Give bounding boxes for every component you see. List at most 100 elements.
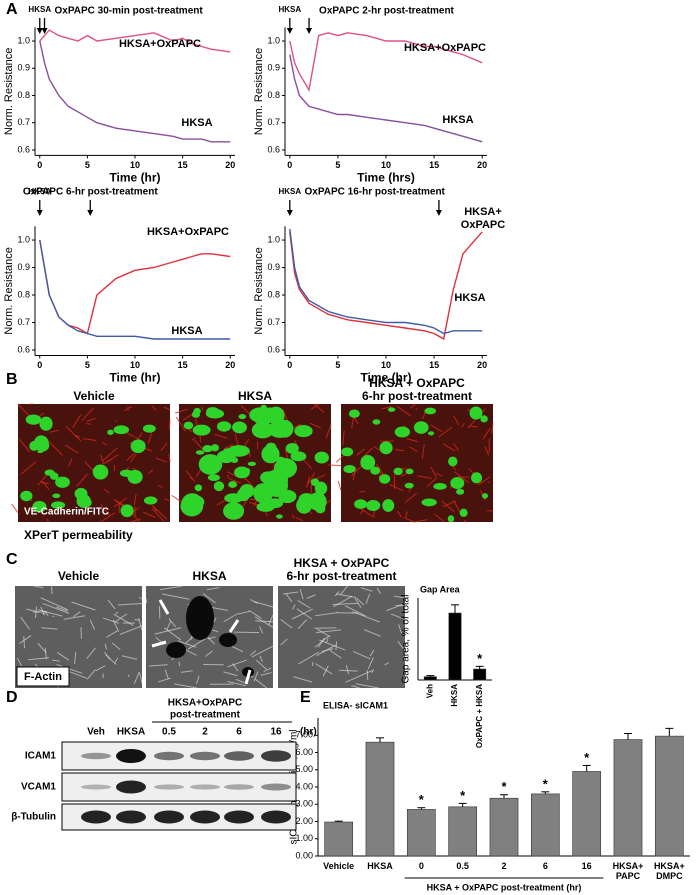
panel-label: C — [6, 551, 18, 568]
texture — [251, 421, 274, 439]
texture — [253, 671, 259, 682]
texture — [100, 454, 104, 465]
row-label: β-Tubulin — [11, 812, 56, 823]
texture — [359, 490, 366, 493]
band — [154, 751, 184, 761]
texture — [478, 476, 491, 486]
arrow-head — [306, 28, 313, 34]
bar — [365, 741, 395, 857]
group-label: HKSA+OxPAPC — [168, 698, 243, 709]
y-tick-label: 1.0 — [17, 234, 30, 244]
texture — [185, 470, 195, 482]
texture — [152, 508, 165, 522]
texture — [119, 625, 143, 635]
texture — [278, 489, 297, 504]
arrow-head — [36, 28, 43, 34]
texture — [105, 630, 118, 638]
texture — [40, 597, 68, 611]
texture — [238, 413, 247, 420]
texture — [130, 453, 137, 463]
y-tick-label: 0.7 — [17, 317, 30, 327]
band — [81, 810, 111, 824]
panel-label: E — [300, 689, 311, 706]
texture — [393, 467, 403, 476]
texture — [404, 492, 418, 504]
texture — [81, 407, 95, 421]
unit-label: (hr) — [300, 727, 317, 738]
texture — [223, 671, 238, 677]
bar — [654, 735, 684, 857]
lane-label: 6 — [236, 727, 242, 738]
band — [154, 784, 184, 790]
y-axis-label: Norm. Resistance — [253, 247, 265, 334]
texture — [101, 441, 108, 446]
y-tick-label: 0.8 — [267, 289, 280, 299]
image-label: Vehicle — [58, 569, 100, 583]
texture — [210, 444, 220, 452]
arrow — [244, 669, 252, 685]
texture — [260, 672, 272, 676]
texture — [86, 669, 96, 680]
texture — [127, 674, 130, 678]
texture — [41, 627, 58, 630]
texture — [450, 477, 465, 490]
texture — [44, 647, 47, 660]
texture — [100, 512, 116, 523]
y-tick-label: 0.8 — [17, 289, 30, 299]
texture — [300, 501, 308, 507]
x-tick-label: 10 — [381, 360, 391, 370]
image-label: HKSA + OxPAPC — [369, 376, 465, 390]
texture — [113, 497, 127, 508]
arrow — [228, 619, 240, 633]
texture — [213, 481, 225, 492]
texture — [302, 458, 313, 470]
texture — [280, 638, 288, 646]
texture — [355, 683, 379, 689]
texture — [105, 454, 119, 464]
texture — [143, 496, 158, 505]
series-label: HKSA — [181, 117, 213, 129]
texture — [223, 444, 234, 450]
arrow-head — [286, 210, 293, 216]
texture — [205, 650, 213, 657]
band — [224, 784, 254, 790]
texture — [205, 408, 225, 419]
significance: * — [501, 779, 507, 794]
texture — [160, 443, 168, 452]
texture — [207, 636, 216, 645]
texture — [194, 484, 203, 492]
texture — [166, 642, 186, 658]
group-label: post-treatment — [170, 710, 241, 721]
texture — [315, 663, 333, 675]
band — [190, 784, 220, 790]
texture — [56, 606, 69, 612]
texture — [359, 510, 364, 515]
texture — [256, 502, 275, 512]
texture — [121, 655, 138, 660]
texture — [210, 409, 217, 414]
texture — [379, 474, 391, 484]
texture — [356, 448, 365, 456]
series-label: HKSA — [442, 114, 474, 126]
texture — [294, 425, 313, 438]
x-tick-label: HKSA+ DMPC — [653, 861, 685, 882]
x-tick-label: HKSA+ PAPC — [612, 861, 644, 882]
annotation: OxPAPC 30-min post-treatment — [55, 6, 204, 17]
texture — [178, 661, 181, 667]
texture — [459, 508, 468, 517]
x-tick-label: 0 — [418, 861, 424, 871]
texture — [481, 493, 489, 499]
texture — [315, 612, 338, 617]
texture — [163, 406, 171, 411]
texture — [310, 403, 320, 410]
texture — [255, 659, 267, 670]
texture — [413, 421, 429, 434]
texture — [148, 469, 154, 474]
texture — [316, 644, 336, 657]
texture — [229, 478, 242, 484]
texture — [52, 493, 61, 499]
panel-label: A — [6, 1, 18, 18]
arrow — [158, 599, 170, 615]
